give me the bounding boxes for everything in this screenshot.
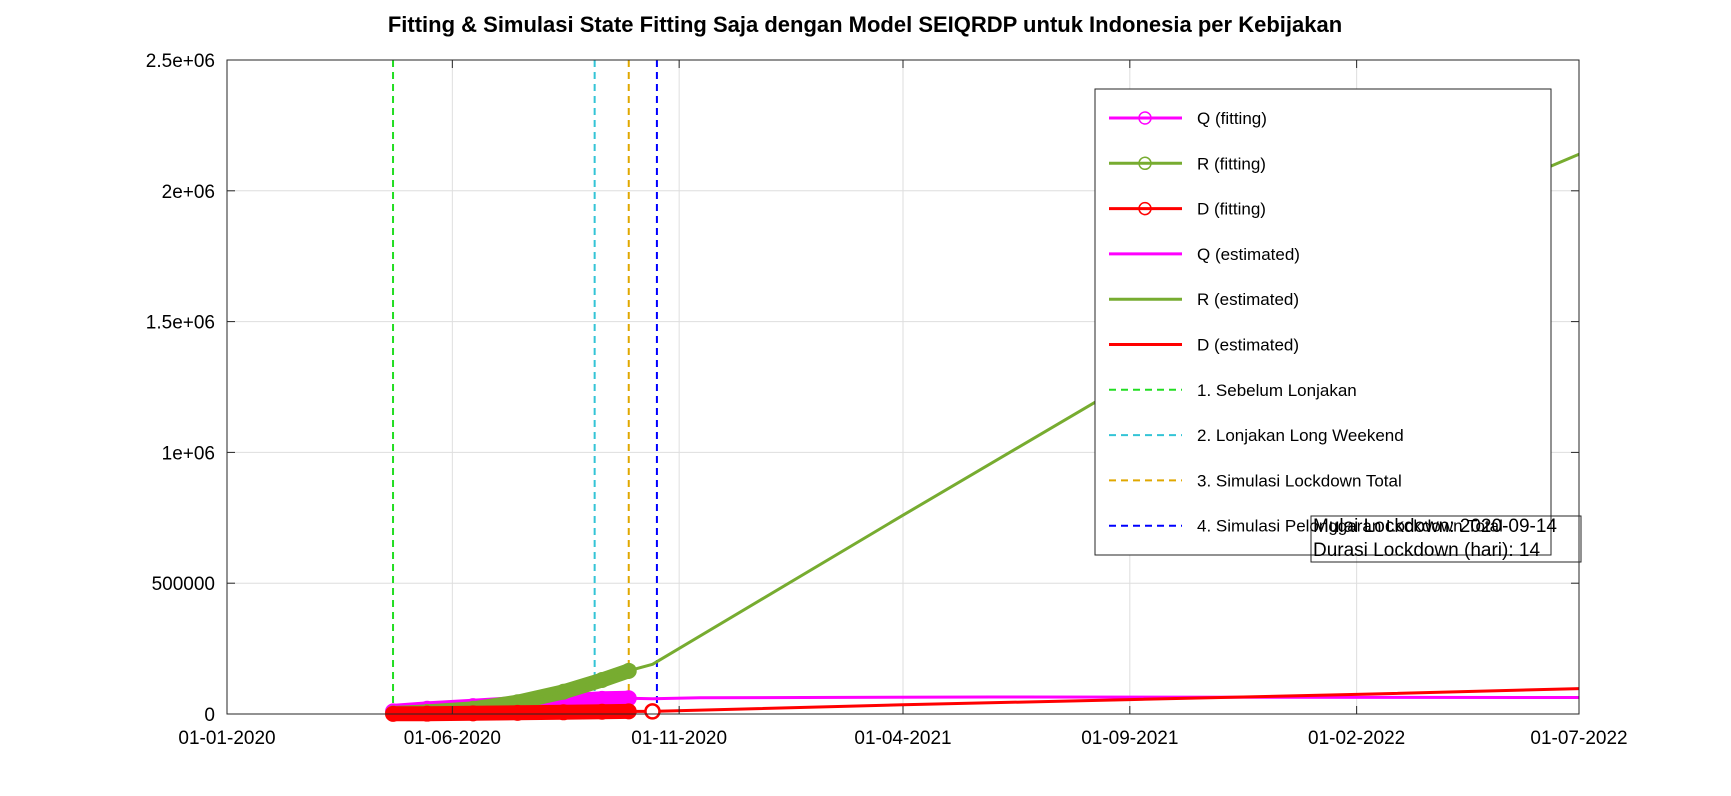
legend-label: Q (fitting): [1197, 109, 1267, 128]
legend-label: 2. Lonjakan Long Weekend: [1197, 426, 1404, 445]
annotation-text: Durasi Lockdown (hari): 14: [1313, 540, 1540, 561]
y-tick-label: 500000: [152, 574, 215, 595]
series-marker: [555, 704, 572, 721]
x-tick-label: 01-09-2021: [1081, 728, 1178, 749]
annotation-box: Mulai Lockdown: 2020-09-14 Durasi Lockdow…: [1310, 515, 1582, 563]
ticks: 01-01-2020 01-06-2020 01-11-2020 01-04-2021…: [146, 51, 1628, 749]
series-marker: [620, 703, 637, 720]
x-tick-label: 01-01-2020: [178, 728, 275, 749]
legend-label: 3. Simulasi Lockdown Total: [1197, 471, 1402, 490]
series-marker: [594, 703, 611, 720]
x-tick-label: 01-02-2022: [1308, 728, 1405, 749]
legend-label: Q (estimated): [1197, 245, 1300, 264]
y-tick-label: 2e+06: [162, 182, 215, 203]
legend-label: 1. Sebelum Lonjakan: [1197, 381, 1357, 400]
legend-box: [1094, 88, 1552, 556]
x-tick-label: 01-04-2021: [854, 728, 951, 749]
annotation-text: Mulai Lockdown: 2020-09-14: [1313, 516, 1557, 537]
series-marker: [465, 705, 482, 722]
legend-label: D (fitting): [1197, 200, 1266, 219]
legend-label: R (estimated): [1197, 290, 1299, 309]
y-tick-label: 1e+06: [162, 443, 215, 464]
legend-marker: [1138, 201, 1152, 216]
y-tick-label: 0: [204, 705, 215, 726]
chart-title: Fitting & Simulasi State Fitting Saja de…: [388, 12, 1342, 37]
vertical-lines: [392, 60, 658, 714]
x-tick-label: 01-11-2020: [631, 728, 727, 749]
series-marker: [644, 703, 661, 720]
legend-marker: [1138, 156, 1152, 171]
y-tick-label: 2.5e+06: [146, 51, 215, 72]
x-tick-label: 01-06-2020: [404, 728, 501, 749]
legend-label: D (estimated): [1197, 336, 1299, 355]
legend-marker: [1138, 111, 1152, 125]
series-marker: [555, 683, 572, 700]
x-tick-label: 01-07-2022: [1530, 728, 1627, 749]
legend: Q (fitting) R (fitting) D (fitting) Q (esti…: [1094, 88, 1552, 556]
y-tick-label: 1.5e+06: [146, 313, 215, 334]
series-marker: [620, 662, 637, 679]
legend-label: 4. Simulasi Pelonggaran Lockdown Total: [1197, 517, 1503, 536]
legend-label: R (fitting): [1197, 154, 1266, 173]
annotation-frame: [1310, 515, 1582, 563]
series-marker: [594, 671, 611, 688]
series-marker: [509, 704, 526, 721]
